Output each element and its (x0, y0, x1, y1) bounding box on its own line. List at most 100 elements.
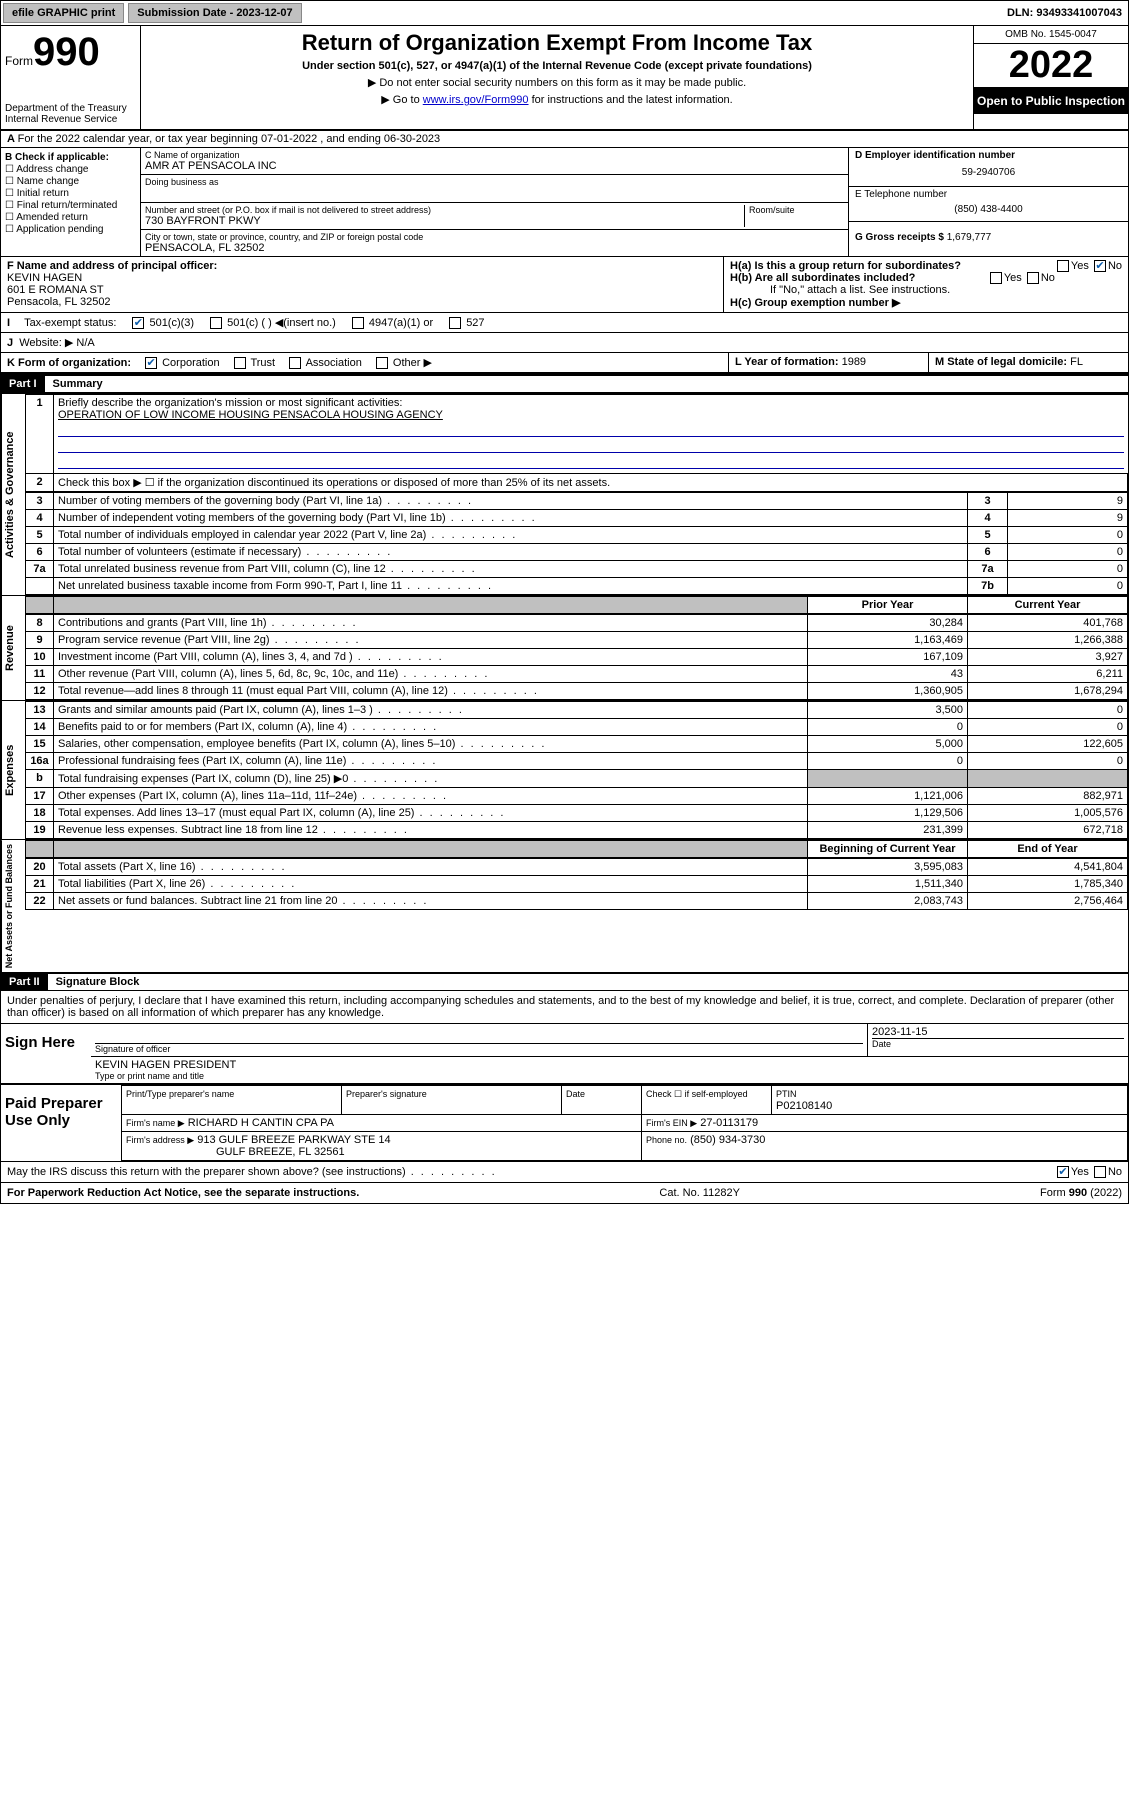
phone-value: (850) 438-4400 (855, 200, 1122, 219)
top-toolbar: efile GRAPHIC print Submission Date - 20… (1, 1, 1128, 26)
city-label: City or town, state or province, country… (145, 232, 844, 242)
col-current: Current Year (968, 597, 1128, 614)
firm-name-label: Firm's name ▶ (126, 1118, 185, 1128)
tax-year: 2022 (974, 44, 1128, 88)
ptin: P02108140 (776, 1100, 832, 1112)
ptin-label: PTIN (776, 1089, 797, 1099)
tax-year-line: A For the 2022 calendar year, or tax yea… (1, 131, 1128, 148)
chk-address-change[interactable]: ☐ Address change (5, 164, 136, 175)
tax-exempt-label: Tax-exempt status: (24, 317, 116, 329)
col-eoy: End of Year (968, 841, 1128, 858)
irs-link[interactable]: www.irs.gov/Form990 (423, 94, 529, 106)
dept-label: Department of the Treasury (5, 103, 136, 114)
date-label: Date (872, 1038, 1124, 1049)
dba-label: Doing business as (145, 177, 844, 187)
mission-text: OPERATION OF LOW INCOME HOUSING PENSACOL… (58, 409, 443, 421)
perjury-declaration: Under penalties of perjury, I declare th… (1, 991, 1128, 1023)
officer-type-label: Type or print name and title (95, 1071, 1124, 1081)
h-note: If "No," attach a list. See instructions… (730, 284, 1122, 296)
chk-501c3[interactable]: ✔ (132, 317, 144, 329)
part2-title: Signature Block (48, 976, 140, 988)
chk-4947[interactable] (352, 317, 364, 329)
org-name-label: C Name of organization (145, 150, 844, 160)
chk-assoc[interactable] (289, 357, 301, 369)
firm-phone-label: Phone no. (646, 1135, 687, 1145)
officer-name: KEVIN HAGEN (7, 272, 717, 284)
governance-table: 1 Briefly describe the organization's mi… (25, 394, 1128, 492)
discuss-yes[interactable]: ✔ (1057, 1166, 1069, 1178)
form-footer: Form 990 (2022) (1040, 1187, 1122, 1199)
omb-number: OMB No. 1545-0047 (974, 26, 1128, 44)
website-value: N/A (76, 337, 94, 349)
chk-corp[interactable]: ✔ (145, 357, 157, 369)
h-a-yes[interactable] (1057, 260, 1069, 272)
side-net-assets: Net Assets or Fund Balances (1, 840, 25, 972)
chk-name-change[interactable]: ☐ Name change (5, 176, 136, 187)
col-prior: Prior Year (808, 597, 968, 614)
h-b-no[interactable] (1027, 272, 1039, 284)
dln-label: DLN: 93493341007043 (1007, 7, 1128, 19)
inspection-badge: Open to Public Inspection (974, 88, 1128, 114)
chk-app-pending[interactable]: ☐ Application pending (5, 224, 136, 235)
side-expenses: Expenses (1, 701, 25, 839)
officer-addr1: 601 E ROMANA ST (7, 284, 717, 296)
page-title: Return of Organization Exempt From Incom… (145, 30, 969, 56)
entity-section: B Check if applicable: ☐ Address change … (1, 148, 1128, 256)
chk-initial-return[interactable]: ☐ Initial return (5, 188, 136, 199)
side-revenue: Revenue (1, 596, 25, 700)
chk-trust[interactable] (234, 357, 246, 369)
cat-no: Cat. No. 11282Y (659, 1187, 740, 1199)
form-number: 990 (33, 30, 100, 74)
officer-label: F Name and address of principal officer: (7, 260, 717, 272)
sig-officer-label: Signature of officer (95, 1044, 863, 1054)
box-b-label: B Check if applicable: (5, 152, 136, 163)
discuss-no[interactable] (1094, 1166, 1106, 1178)
submission-date-button[interactable]: Submission Date - 2023-12-07 (128, 3, 301, 23)
phone-label: E Telephone number (855, 189, 1122, 200)
addr-label: Number and street (or P.O. box if mail i… (145, 205, 744, 215)
firm-ein: 27-0113179 (700, 1117, 758, 1129)
self-emp[interactable]: Check ☐ if self-employed (646, 1089, 748, 1099)
note-link: Go to www.irs.gov/Form990 for instructio… (145, 93, 969, 106)
ein-value: 59-2940706 (855, 161, 1122, 184)
h-b-yes[interactable] (990, 272, 1002, 284)
chk-amended[interactable]: ☐ Amended return (5, 212, 136, 223)
domicile: FL (1070, 356, 1083, 368)
mission-label: Briefly describe the organization's miss… (58, 397, 402, 409)
form-org-label: K Form of organization: (7, 357, 131, 369)
website-label: Website: ▶ (19, 337, 73, 349)
chk-final-return[interactable]: ☐ Final return/terminated (5, 200, 136, 211)
room-label: Room/suite (749, 205, 844, 215)
domicile-label: M State of legal domicile: (935, 356, 1067, 368)
prep-sig-label: Preparer's signature (346, 1089, 427, 1099)
firm-phone: (850) 934-3730 (690, 1134, 765, 1146)
h-c-label: H(c) Group exemption number ▶ (730, 296, 1122, 309)
sign-here-label: Sign Here (1, 1024, 91, 1083)
pra-notice: For Paperwork Reduction Act Notice, see … (7, 1187, 359, 1199)
org-city: PENSACOLA, FL 32502 (145, 242, 844, 254)
chk-other[interactable] (376, 357, 388, 369)
sig-date: 2023-11-15 (872, 1026, 1124, 1038)
irs-label: Internal Revenue Service (5, 114, 136, 125)
h-a-no[interactable]: ✔ (1094, 260, 1106, 272)
line2: Check this box ▶ ☐ if the organization d… (54, 474, 1128, 492)
firm-ein-label: Firm's EIN ▶ (646, 1118, 697, 1128)
side-governance: Activities & Governance (1, 394, 25, 595)
chk-527[interactable] (449, 317, 461, 329)
efile-print-button[interactable]: efile GRAPHIC print (3, 3, 124, 23)
form-header: Form990 Department of the Treasury Inter… (1, 26, 1128, 131)
discuss-label: May the IRS discuss this return with the… (7, 1166, 1055, 1178)
paid-preparer-label: Paid Preparer Use Only (1, 1085, 121, 1161)
prep-date-label: Date (566, 1089, 585, 1099)
note-ssn: Do not enter social security numbers on … (145, 76, 969, 89)
officer-typed: KEVIN HAGEN PRESIDENT (95, 1059, 1124, 1071)
officer-addr2: Pensacola, FL 32502 (7, 296, 717, 308)
gross-receipts-value: 1,679,777 (947, 232, 992, 243)
firm-addr: 913 GULF BREEZE PARKWAY STE 14 (197, 1134, 390, 1146)
ein-label: D Employer identification number (855, 150, 1122, 161)
part2-header: Part II (1, 974, 48, 990)
firm-addr-label: Firm's address ▶ (126, 1135, 194, 1145)
year-formation-label: L Year of formation: (735, 356, 839, 368)
part1-title: Summary (45, 378, 103, 390)
chk-501c[interactable] (210, 317, 222, 329)
